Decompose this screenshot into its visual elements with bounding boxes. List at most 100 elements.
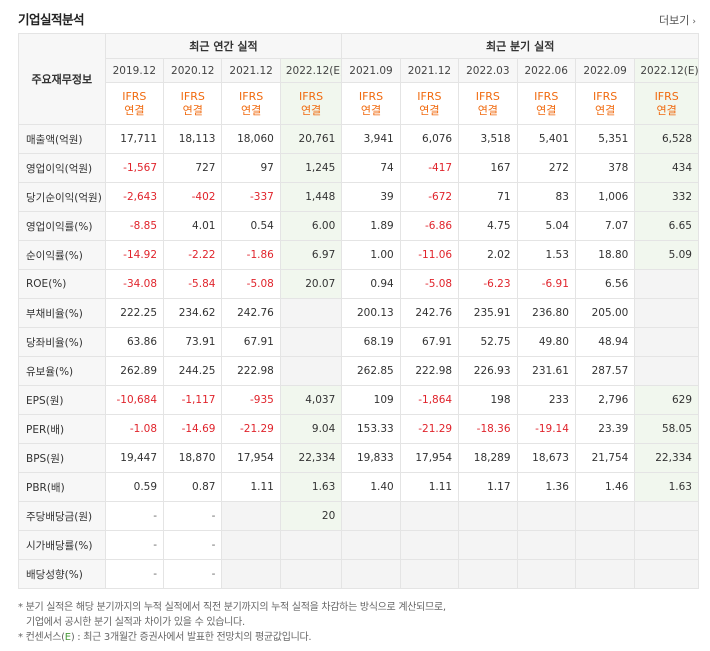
table-cell: 1,448 xyxy=(279,182,343,212)
period-header: 2022.12(E) xyxy=(279,58,343,83)
table-cell: 18,673 xyxy=(516,443,576,473)
table-cell: 235.91 xyxy=(458,298,518,328)
table-cell: 63.86 xyxy=(104,327,165,357)
table-row: 부채비율(%) 222.25 234.62 242.76 200.13 242.76 235… xyxy=(18,298,699,328)
ifrs-label: IFRS 연결 xyxy=(516,82,576,125)
table-cell xyxy=(279,327,343,357)
table-cell: 48.94 xyxy=(574,327,636,357)
table-row: 주당배당금(원) - -20 xyxy=(18,501,699,531)
table-cell: -935 xyxy=(221,385,281,415)
table-cell: 20,761 xyxy=(279,124,343,154)
period-header: 2022.12(E) xyxy=(634,58,699,83)
table-cell: 68.19 xyxy=(341,327,401,357)
ifrs-label-bottom: 연결 xyxy=(182,103,203,117)
table-cell: 4.75 xyxy=(458,211,518,241)
period-header: 2021.12 xyxy=(221,58,281,83)
row-label: 영업이익률(%) xyxy=(18,211,106,241)
ifrs-label-bottom: 연결 xyxy=(656,103,677,117)
table-cell: 727 xyxy=(163,153,223,183)
ifrs-label-top: IFRS xyxy=(593,89,618,103)
table-cell xyxy=(458,530,518,560)
footnote-2: * 컨센서스(E) : 최근 3개월간 증권사에서 발표한 전망치의 평균값입니… xyxy=(18,630,446,645)
table-cell: 1.00 xyxy=(341,240,401,270)
footnote-2-post: ) : 최근 3개월간 증권사에서 발표한 전망치의 평균값입니다. xyxy=(70,632,312,643)
table-cell: 58.05 xyxy=(634,414,699,444)
table-cell: 74 xyxy=(341,153,401,183)
row-label: 부채비율(%) xyxy=(18,298,106,328)
table-cell: -5.84 xyxy=(163,269,223,299)
ifrs-label: IFRS 연결 xyxy=(104,82,165,125)
table-cell: 18,289 xyxy=(458,443,518,473)
more-link[interactable]: 더보기 › xyxy=(659,12,696,28)
table-cell: 97 xyxy=(221,153,281,183)
table-cell xyxy=(399,559,460,589)
table-cell: 6,076 xyxy=(399,124,460,154)
table-row: 배당성향(%) - - xyxy=(18,559,699,589)
ifrs-label: IFRS 연결 xyxy=(458,82,518,125)
table-cell: 244.25 xyxy=(163,356,223,386)
table-cell: 2,796 xyxy=(574,385,636,415)
table-cell: 200.13 xyxy=(341,298,401,328)
table-cell: 21,754 xyxy=(574,443,636,473)
table-cell: 222.98 xyxy=(399,356,460,386)
table-cell: 39 xyxy=(341,182,401,212)
period-header: 2020.12 xyxy=(163,58,223,83)
table-cell: 3,941 xyxy=(341,124,401,154)
financial-table: 주요재무정보 최근 연간 실적 최근 분기 실적 2019.12 2020.12 2… xyxy=(18,33,699,589)
ifrs-label-bottom: 연결 xyxy=(360,103,382,117)
footnote-1-cont: 기업에서 공시한 분기 실적과 차이가 있을 수 있습니다. xyxy=(26,617,245,628)
table-cell: 0.59 xyxy=(104,472,165,502)
table-cell xyxy=(634,559,699,589)
table-cell: -402 xyxy=(163,182,223,212)
more-label: 더보기 xyxy=(659,14,690,27)
table-cell: 222.98 xyxy=(221,356,281,386)
table-cell: 49.80 xyxy=(516,327,576,357)
table-cell xyxy=(279,559,343,589)
table-cell: 4,037 xyxy=(279,385,343,415)
table-cell: 2.02 xyxy=(458,240,518,270)
table-cell: -18.36 xyxy=(458,414,518,444)
table-cell xyxy=(221,530,281,560)
table-cell: -14.92 xyxy=(104,240,165,270)
table-cell: -34.08 xyxy=(104,269,165,299)
table-row: 당좌비율(%) 63.86 73.91 67.91 68.19 67.91 52.75 49.… xyxy=(18,327,699,357)
table-cell: 0.94 xyxy=(341,269,401,299)
table-cell: 262.89 xyxy=(104,356,165,386)
ifrs-label-bottom: 연결 xyxy=(536,103,557,117)
table-cell xyxy=(341,559,401,589)
table-cell xyxy=(458,559,518,589)
table-cell: 17,954 xyxy=(399,443,460,473)
table-cell: - xyxy=(104,530,165,560)
table-cell: 83 xyxy=(516,182,576,212)
table-cell xyxy=(516,530,576,560)
table-cell xyxy=(341,530,401,560)
ifrs-label: IFRS 연결 xyxy=(221,82,281,125)
table-cell: 71 xyxy=(458,182,518,212)
table-cell xyxy=(634,356,699,386)
row-label: 영업이익(억원) xyxy=(18,153,106,183)
ifrs-label: IFRS 연결 xyxy=(341,82,401,125)
period-header: 2021.12 xyxy=(399,58,460,83)
row-label: PER(배) xyxy=(18,414,106,444)
table-cell: -1.08 xyxy=(104,414,165,444)
table-cell: 272 xyxy=(516,153,576,183)
row-header-cell: 주요재무정보 xyxy=(18,33,106,125)
table-cell xyxy=(221,559,281,589)
table-cell: 6.97 xyxy=(279,240,343,270)
table-cell: 1.53 xyxy=(516,240,576,270)
row-label: PBR(배) xyxy=(18,472,106,502)
table-cell xyxy=(634,298,699,328)
table-cell: -5.08 xyxy=(399,269,460,299)
table-cell: 234.62 xyxy=(163,298,223,328)
table-cell xyxy=(279,356,343,386)
table-cell: 236.80 xyxy=(516,298,576,328)
period-header: 2019.12 xyxy=(104,58,165,83)
footnote-2-pre: * 컨센서스( xyxy=(18,632,65,643)
table-cell: 67.91 xyxy=(221,327,281,357)
row-label: ROE(%) xyxy=(18,269,106,299)
quarter-group-header: 최근 분기 실적 xyxy=(341,33,699,59)
footnote-2-e: E xyxy=(64,632,71,643)
table-cell xyxy=(458,501,518,531)
table-cell: 19,833 xyxy=(341,443,401,473)
table-cell: 153.33 xyxy=(341,414,401,444)
